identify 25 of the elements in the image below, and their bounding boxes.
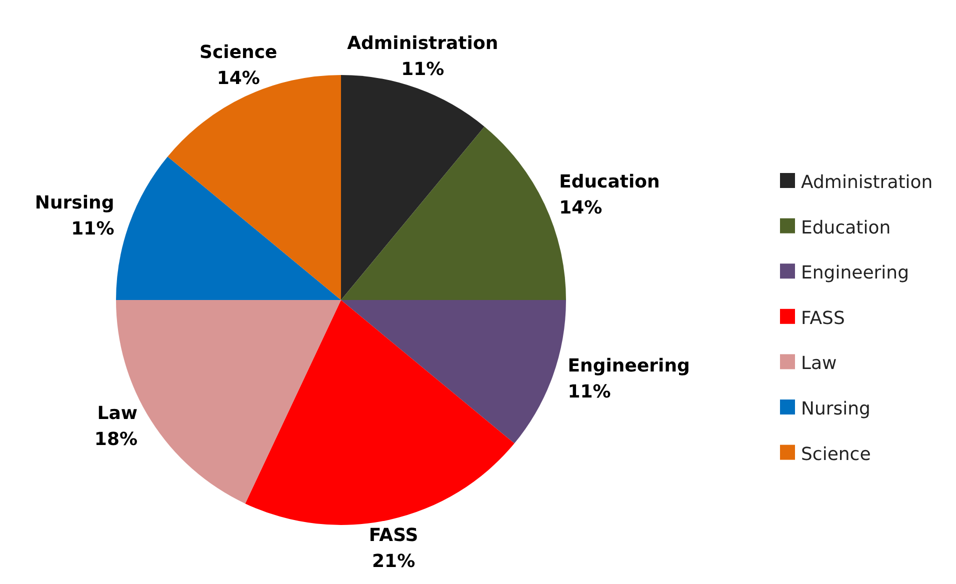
slice-label: Law [97,403,138,424]
data-label: 11% [71,218,114,240]
data-label: 11% [568,382,611,403]
data-label: 14% [559,197,602,218]
data-label: 21% [372,551,416,572]
legend-label: FASS [801,308,845,329]
legend-label: Nursing [801,398,870,420]
slice-label: Administration [347,33,498,54]
pie-slice [116,156,341,300]
slice-label: Science [200,42,278,63]
data-label: 14% [216,68,260,89]
legend-label: Education [801,217,891,238]
slice-label: FASS [368,525,418,546]
slice-label: Engineering [568,356,690,377]
slice-label: Nursing [34,192,114,214]
slice-label: Education [559,171,660,192]
pie-slice [245,300,514,525]
legend-label: Administration [801,172,933,193]
data-label: 11% [401,59,444,80]
data-label: 18% [94,429,138,450]
legend-label: Science [801,444,871,465]
legend-label: Law [801,353,837,374]
pie-slice [341,300,566,444]
legend-label: Engineering [801,262,909,284]
pie-slice [341,75,484,300]
